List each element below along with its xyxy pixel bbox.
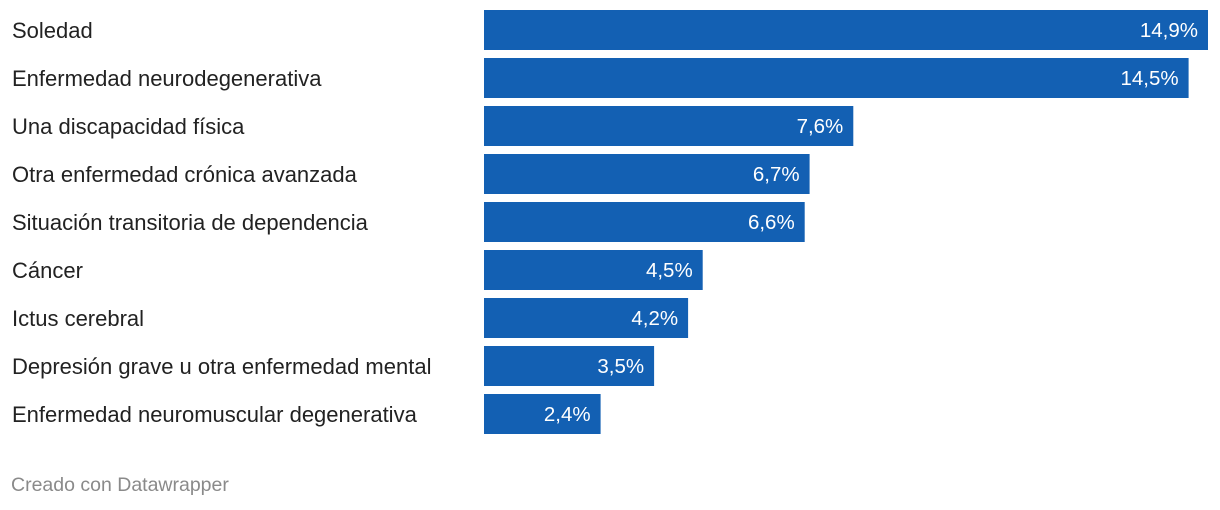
category-label: Ictus cerebral <box>12 306 144 331</box>
value-label: 4,2% <box>631 307 678 330</box>
value-label: 3,5% <box>597 355 644 378</box>
bar <box>484 106 854 146</box>
category-label: Otra enfermedad crónica avanzada <box>12 162 358 187</box>
category-label: Situación transitoria de dependencia <box>12 210 369 235</box>
value-label: 14,5% <box>1120 67 1178 90</box>
category-label: Depresión grave u otra enfermedad mental <box>12 354 431 379</box>
bar <box>484 394 601 434</box>
bar <box>484 346 655 386</box>
value-label: 14,9% <box>1140 19 1198 42</box>
category-label: Enfermedad neuromuscular degenerativa <box>12 402 418 427</box>
bar-chart: Soledad 14,9% Enfermedad neurodegenerativa… <box>12 10 1208 434</box>
bar <box>484 298 689 338</box>
datawrapper-credit: Creado con Datawrapper <box>11 474 229 496</box>
value-label: 6,6% <box>748 211 795 234</box>
value-label: 6,7% <box>753 163 800 186</box>
value-label: 4,5% <box>646 259 693 282</box>
value-label: 2,4% <box>544 403 591 426</box>
bar <box>484 10 1208 50</box>
bar <box>484 58 1189 98</box>
category-label: Soledad <box>12 18 93 43</box>
category-label: Cáncer <box>12 258 83 283</box>
category-label: Una discapacidad física <box>12 114 245 139</box>
bar <box>484 250 703 290</box>
category-label: Enfermedad neurodegenerativa <box>12 66 322 91</box>
value-label: 7,6% <box>797 115 844 138</box>
bar <box>484 154 810 194</box>
bar <box>484 202 805 242</box>
